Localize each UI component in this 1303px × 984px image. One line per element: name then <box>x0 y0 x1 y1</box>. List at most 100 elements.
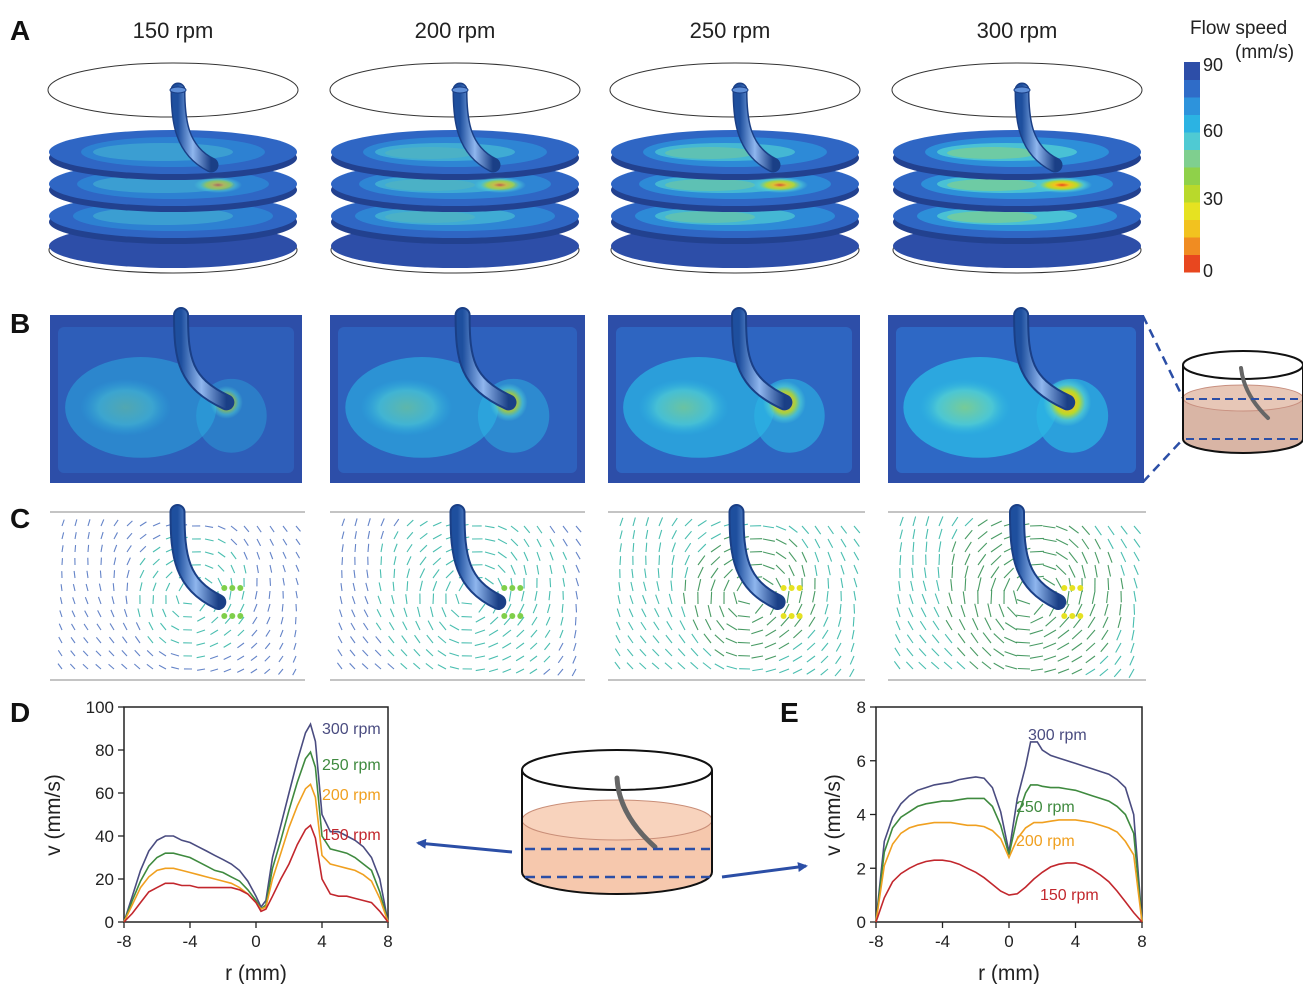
velocity-vector <box>1107 538 1114 550</box>
velocity-vector <box>529 642 538 650</box>
velocity-vector <box>170 625 180 631</box>
velocity-vector <box>692 619 699 631</box>
velocity-vector <box>1089 603 1096 617</box>
velocity-vector <box>502 668 512 673</box>
velocity-vector <box>393 568 396 579</box>
velocity-vector <box>982 632 992 644</box>
velocity-vector <box>951 516 959 527</box>
velocity-vector <box>714 649 725 657</box>
velocity-vector <box>437 650 447 657</box>
velocity-vector <box>72 583 76 592</box>
velocity-vector <box>1133 538 1141 548</box>
velocity-vector <box>990 577 997 592</box>
colorbar-band <box>1184 184 1200 203</box>
velocity-vector <box>852 616 855 627</box>
velocity-vector <box>365 582 369 592</box>
velocity-vector <box>801 538 809 549</box>
velocity-vector <box>419 520 428 527</box>
velocity-vector <box>652 635 660 644</box>
velocity-vector <box>896 607 901 618</box>
velocity-vector <box>139 582 143 592</box>
velocity-vector <box>806 668 816 675</box>
velocity-vector <box>619 543 622 553</box>
velocity-vector <box>964 541 972 553</box>
velocity-vector <box>349 662 356 670</box>
velocity-vector <box>957 647 966 657</box>
velocity-vector <box>353 569 356 579</box>
inset-cylinder-wall <box>1182 365 1303 454</box>
velocity-vector <box>977 519 988 527</box>
velocity-vector <box>425 649 434 657</box>
slice-stack-2 <box>329 62 581 274</box>
velocity-vector <box>801 551 808 563</box>
velocity-vector <box>806 655 816 663</box>
velocity-vector <box>278 655 284 663</box>
velocity-vector <box>1115 642 1122 653</box>
jet-dot <box>788 585 795 591</box>
velocity-vector <box>1029 563 1044 566</box>
needle-top <box>169 86 187 94</box>
velocity-vector <box>295 564 300 572</box>
velocity-vector <box>295 590 298 599</box>
velocity-vector <box>160 622 167 631</box>
slice-disk-green <box>385 211 475 223</box>
velocity-vector <box>211 616 219 624</box>
velocity-vector <box>295 525 301 532</box>
velocity-vector <box>1030 616 1044 624</box>
velocity-vector <box>788 551 797 562</box>
velocity-vector <box>655 594 660 605</box>
velocity-vector <box>1007 606 1018 618</box>
velocity-vector <box>788 564 795 577</box>
velocity-vector <box>779 668 790 674</box>
velocity-vector <box>516 629 525 638</box>
velocity-vector <box>150 608 154 618</box>
velocity-vector <box>253 603 258 612</box>
velocity-vector <box>895 620 901 631</box>
velocity-vector <box>1133 577 1138 589</box>
cross-section-3 <box>608 307 860 483</box>
cross-section-1 <box>50 307 302 483</box>
velocity-vector <box>484 525 495 529</box>
velocity-vector <box>1133 564 1139 576</box>
velocity-vector <box>413 662 421 670</box>
velocity-vector <box>354 518 358 527</box>
needle-tube <box>451 506 505 608</box>
velocity-vector <box>668 593 673 605</box>
series-line <box>875 741 1143 923</box>
velocity-vector <box>697 578 702 592</box>
velocity-vector <box>269 538 274 546</box>
velocity-vector <box>217 577 223 587</box>
velocity-vector <box>497 577 504 588</box>
colorbar-band <box>1184 132 1200 150</box>
velocity-vector <box>113 544 118 553</box>
cylinder-fluid-top <box>521 799 713 841</box>
velocity-vector <box>510 551 518 561</box>
velocity-vector <box>402 621 408 631</box>
velocity-vector <box>1071 642 1083 651</box>
x-tick-label: -4 <box>935 932 950 951</box>
velocity-vector <box>826 590 829 602</box>
colorbar-band <box>1184 114 1200 133</box>
velocity-vector <box>626 648 634 657</box>
y-tick-label: 40 <box>95 827 114 846</box>
velocity-vector <box>380 530 384 540</box>
velocity-vector <box>798 590 803 604</box>
velocity-vector <box>536 525 543 534</box>
velocity-vector <box>630 581 634 592</box>
velocity-vector <box>387 649 395 657</box>
velocity-vector <box>725 637 738 644</box>
velocity-vector <box>925 516 930 527</box>
velocity-vector <box>899 555 902 566</box>
velocity-vector <box>899 542 903 553</box>
velocity-vector <box>87 531 90 540</box>
velocity-vector <box>139 533 147 540</box>
velocity-vector <box>419 580 423 592</box>
series-line <box>123 823 389 923</box>
velocity-vector <box>61 545 64 553</box>
velocity-vector <box>971 617 979 631</box>
velocity-vector <box>897 594 901 605</box>
colorbar-band <box>1184 202 1200 220</box>
velocity-vector <box>1042 642 1057 649</box>
